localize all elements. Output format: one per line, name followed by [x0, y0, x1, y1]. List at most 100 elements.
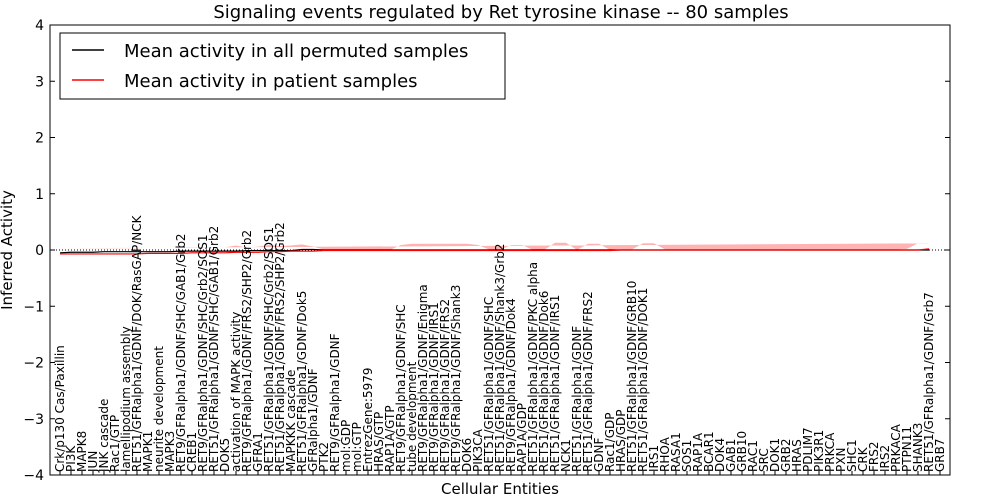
category-label: RET51/GFRalpha1/GDNF/SHC	[482, 297, 496, 472]
category-label: PRKACA	[889, 423, 903, 472]
category-label: SRC	[757, 448, 771, 472]
category-label: SOS1	[680, 440, 694, 472]
category-label: Rac1/GTP	[108, 415, 122, 472]
category-label: EntrezGene:5979	[361, 368, 375, 473]
legend-label-patient: Mean activity in patient samples	[124, 71, 418, 92]
y-axis-ticks: −4 −3 −2 −1 0 1 2 3 4	[23, 18, 950, 484]
category-label: GRB7	[933, 438, 947, 472]
category-label: PIK3R1	[812, 430, 826, 472]
category-label: RAP1A/GTP	[383, 405, 397, 472]
category-label: RET9/GFRalpha1/GDNF/FRS2/SHP2/Grb2	[240, 230, 254, 472]
category-label: mol:GDP	[339, 420, 353, 472]
category-label: MAPK1	[141, 431, 155, 472]
category-label: RASA1	[669, 432, 683, 472]
category-label: RET9/GFRalpha1/GDNF/SHC/Grb2/SOS1	[196, 234, 210, 472]
category-label: RAP1A	[691, 432, 705, 472]
series-line-patient	[60, 248, 930, 255]
category-label: RET51/GFRalpha1/GDNF/PKC alpha	[526, 262, 540, 472]
category-label: DOK1	[768, 438, 782, 472]
chart-title: Signaling events regulated by Ret tyrosi…	[213, 2, 788, 23]
category-label: GFRA1	[251, 432, 265, 472]
category-label: RET51/GFRalpha1/GDNF/Shank3/Grb2	[493, 243, 507, 472]
category-label: RET9/GFRalpha1/GDNF/FRS2	[438, 299, 452, 472]
y-tick-label: 4	[35, 18, 44, 34]
category-label: DOK4	[713, 438, 727, 472]
category-label: SHANK3	[911, 423, 925, 472]
category-label: RET51/GFRalpha1/GDNF/FRS2	[581, 291, 595, 472]
category-label: FRS2	[867, 442, 881, 473]
confidence-band-layer	[60, 242, 929, 250]
category-label: Rac1/GDP	[603, 413, 617, 472]
category-label: GRB10	[735, 431, 749, 472]
category-label: PTPN11	[900, 426, 914, 472]
x-axis-label: Cellular Entities	[441, 480, 559, 498]
legend: Mean activity in all permuted samples Me…	[59, 32, 506, 100]
category-label: GFRalpha1/GDNF	[306, 368, 320, 472]
category-label: activation of MAPK activity	[229, 312, 243, 472]
category-label: PXN	[834, 448, 848, 472]
category-label: RAP1A/GDP	[515, 403, 529, 472]
category-label: PDLIM7	[801, 427, 815, 472]
category-label: RET9/GFRalpha1/GDNF	[328, 333, 342, 472]
category-label: SHC1	[845, 439, 859, 472]
y-tick-label: −3	[23, 412, 44, 428]
y-tick-label: −1	[23, 299, 44, 315]
category-label: IRS1	[647, 445, 661, 472]
category-label: DOK5	[218, 438, 232, 472]
category-label: RET51/GFRalpha1/GDNF/IRS1	[548, 295, 562, 472]
category-label: RET51/GFRalpha1/GDNF/DOK1	[636, 288, 650, 472]
category-label: JUN	[86, 451, 100, 473]
category-label: mol:GTP	[350, 422, 364, 472]
category-label: GAB1	[724, 439, 738, 472]
category-label: DOK6	[460, 438, 474, 472]
category-label: RET9/GFRalpha1/GDNF/SHC	[394, 304, 408, 472]
category-label: RET51/GFRalpha1/GDNF/DOK/RasGAP/NCK	[130, 214, 144, 472]
category-label: HRAS	[790, 439, 804, 472]
category-label: tube development	[405, 361, 419, 472]
category-label: RET51/GFRalpha1/GDNF/Grb7	[922, 292, 936, 472]
category-label: BCAR1	[702, 431, 716, 472]
category-label: RET9/GFRalpha1/GDNF/SHC/GAB1/Grb2	[174, 233, 188, 472]
category-label: RET9/GFRalpha1/GDNF/Enigma	[416, 284, 430, 472]
category-label: Crk/p130 Cas/Paxillin	[53, 345, 67, 472]
category-label: PRKCA	[823, 432, 837, 472]
category-label: RET9/GFRalpha1/GDNF/Dok4	[504, 298, 518, 472]
category-label: CRK	[856, 446, 870, 472]
category-label: RET51/GFRalpha1/GDNF/SHC/Grb2/SOS1	[262, 227, 276, 472]
category-label: MAPK8	[75, 431, 89, 472]
category-label: PI3K	[64, 445, 78, 472]
legend-box	[59, 32, 506, 100]
category-label: RET51/GFRalpha1/GDNF/FRS2/SHP2/Grb2	[273, 222, 287, 472]
category-label: JNK cascade	[97, 399, 111, 473]
category-label: RET51/GFRalpha1/GDNF/SHC/GAB1/Grb2	[207, 226, 221, 472]
y-tick-label: 1	[35, 187, 44, 203]
category-label: GDNF	[592, 437, 606, 472]
y-tick-label: −4	[23, 468, 44, 484]
category-label: GRB2	[779, 438, 793, 472]
y-tick-label: 2	[35, 131, 44, 147]
category-label: MAPK3	[163, 431, 177, 472]
series-layer	[59, 248, 930, 255]
y-tick-label: −2	[23, 356, 44, 372]
category-label: RET51/GFRalpha1/GDNF/Dok5	[295, 291, 309, 472]
y-tick-label: 3	[35, 74, 44, 90]
category-label: IRS2	[878, 445, 892, 472]
category-label: RET9/GFRalpha1/GDNF/IRS1	[427, 302, 441, 472]
y-axis-label: Inferred Activity	[0, 190, 16, 310]
category-label: NCK1	[559, 439, 573, 472]
confidence-band	[60, 242, 929, 250]
category-label: HRAS/GDP	[614, 409, 628, 472]
category-label: RAC1	[746, 440, 760, 472]
category-label: RET9/GFRalpha1/GDNF/Shank3	[449, 285, 463, 472]
category-label: CREB1	[185, 432, 199, 472]
category-label: PTK2	[317, 442, 331, 472]
category-label: PIK3CA	[471, 428, 485, 472]
legend-label-permuted: Mean activity in all permuted samples	[124, 41, 468, 62]
category-label: RET51/GFRalpha1/GDNF/Dok6	[537, 291, 551, 472]
category-label: HRAS/GTP	[372, 412, 386, 472]
category-label: neurite development	[152, 346, 166, 472]
y-tick-label: 0	[35, 243, 44, 259]
category-label: RET51/GFRalpha1/GDNF/GRB10	[625, 281, 639, 472]
